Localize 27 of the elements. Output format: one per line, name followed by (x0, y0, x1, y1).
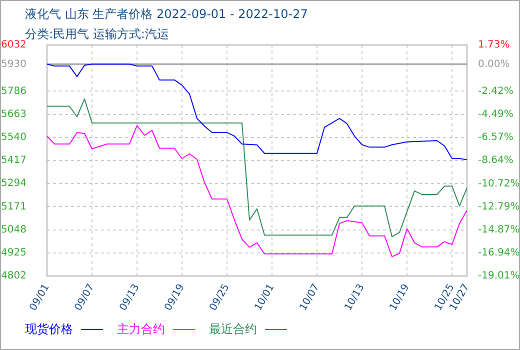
y-tick-label: 5294 (1, 178, 26, 190)
y-tick-label: 5663 (1, 108, 26, 120)
y2-tick-label: -19.01% (478, 270, 520, 282)
chart-subtitle: 分类:民用气 运输方式:汽运 (25, 26, 169, 41)
y2-tick-label: -12.79% (478, 201, 520, 212)
y-tick-label: 5171 (1, 201, 26, 212)
y2-tick-label: -16.94% (478, 248, 520, 259)
y2-tick-label: 1.73% (478, 40, 510, 51)
y2-tick-label: 0.00% (478, 58, 510, 70)
y2-tick-label: -6.57% (478, 132, 514, 144)
y-tick-label: 5786 (1, 86, 26, 97)
legend-label: 主力合约 (117, 321, 166, 338)
y2-tick-label: -2.42% (478, 86, 514, 97)
y-tick-label: 4802 (1, 270, 26, 282)
y-tick-label: 5930 (1, 58, 26, 70)
y2-tick-label: -4.49% (478, 108, 514, 120)
legend-label: 最近合约 (209, 321, 258, 338)
y-tick-label: 5048 (1, 224, 26, 236)
legend-label: 现货价格 (25, 321, 74, 338)
y-tick-label: 4925 (1, 248, 26, 259)
y-tick-label: 5417 (1, 155, 26, 166)
y-tick-label: 5540 (1, 132, 26, 144)
y2-tick-label: -14.87% (478, 224, 520, 236)
y-tick-label: 6032 (1, 40, 26, 51)
y2-tick-label: -10.72% (478, 178, 520, 190)
chart-title: 液化气 山东 生产者价格 2022-09-01 - 2022-10-27 (25, 6, 308, 23)
y2-tick-label: -8.64% (478, 155, 514, 166)
